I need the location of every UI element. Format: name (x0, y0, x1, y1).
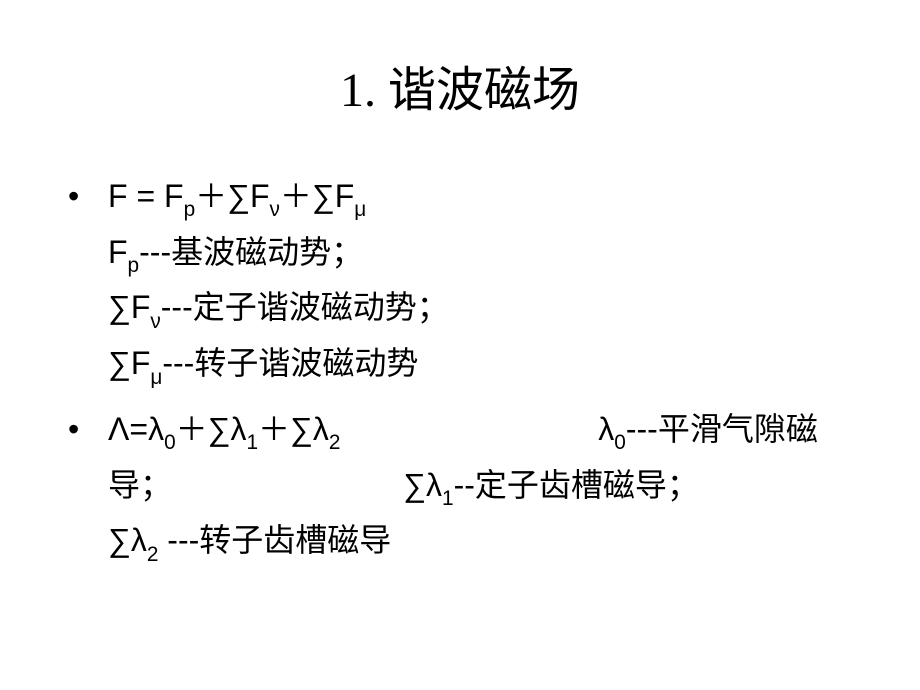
subscript-run: p (128, 254, 140, 277)
text-run: F = F (108, 178, 184, 214)
formula-line: Fp---基波磁动势； (108, 226, 860, 282)
bullet-marker: • (60, 403, 108, 456)
subscript-run: 2 (329, 431, 341, 454)
text-run: ---基波磁动势； (139, 234, 363, 270)
subscript-run: μ (150, 366, 162, 389)
formula-line: Λ=λ0＋∑λ1＋∑λ2 λ0---平滑气隙磁导； ∑λ1--定子齿槽磁导； ∑… (108, 403, 860, 570)
text-run: ＋∑λ (176, 411, 247, 447)
slide-content: •F = Fp＋∑Fν＋∑FμFp---基波磁动势；∑Fν---定子谐波磁动势；… (60, 170, 860, 570)
bullet-item-1: •Λ=λ0＋∑λ1＋∑λ2 λ0---平滑气隙磁导； ∑λ1--定子齿槽磁导； … (60, 403, 860, 570)
text-run: λ (340, 411, 614, 447)
slide: 1. 谐波磁场 •F = Fp＋∑Fν＋∑FμFp---基波磁动势；∑Fν---… (0, 0, 920, 690)
formula-line: F = Fp＋∑Fν＋∑Fμ (108, 170, 860, 226)
bullet-body: Λ=λ0＋∑λ1＋∑λ2 λ0---平滑气隙磁导； ∑λ1--定子齿槽磁导； ∑… (108, 403, 860, 570)
subscript-run: 2 (147, 543, 159, 566)
subscript-run: 1 (246, 431, 258, 454)
formula-line: ∑Fμ---转子谐波磁动势 (108, 337, 860, 393)
text-run: Λ=λ (108, 411, 164, 447)
text-run: ---转子齿槽磁导 (158, 522, 391, 558)
text-run: ---定子谐波磁动势； (161, 289, 449, 325)
bullet-item-0: •F = Fp＋∑Fν＋∑FμFp---基波磁动势；∑Fν---定子谐波磁动势；… (60, 170, 860, 393)
subscript-run: 1 (442, 487, 454, 510)
text-run: ∑F (108, 289, 150, 325)
text-run: ∑F (108, 345, 150, 381)
bullet-body: F = Fp＋∑Fν＋∑FμFp---基波磁动势；∑Fν---定子谐波磁动势；∑… (108, 170, 860, 393)
subscript-run: p (184, 198, 196, 221)
subscript-run: ν (270, 198, 280, 221)
subscript-run: ν (150, 310, 160, 333)
slide-title: 1. 谐波磁场 (60, 50, 860, 120)
formula-line: ∑Fν---定子谐波磁动势； (108, 281, 860, 337)
subscript-run: 0 (614, 431, 626, 454)
subscript-run: 0 (164, 431, 176, 454)
text-run: ＋∑F (195, 178, 269, 214)
subscript-run: μ (354, 198, 366, 221)
text-run: F (108, 234, 128, 270)
text-run: ＋∑λ (258, 411, 329, 447)
text-run: ---转子谐波磁动势 (162, 345, 418, 381)
text-run: ＋∑F (280, 178, 354, 214)
bullet-marker: • (60, 170, 108, 223)
